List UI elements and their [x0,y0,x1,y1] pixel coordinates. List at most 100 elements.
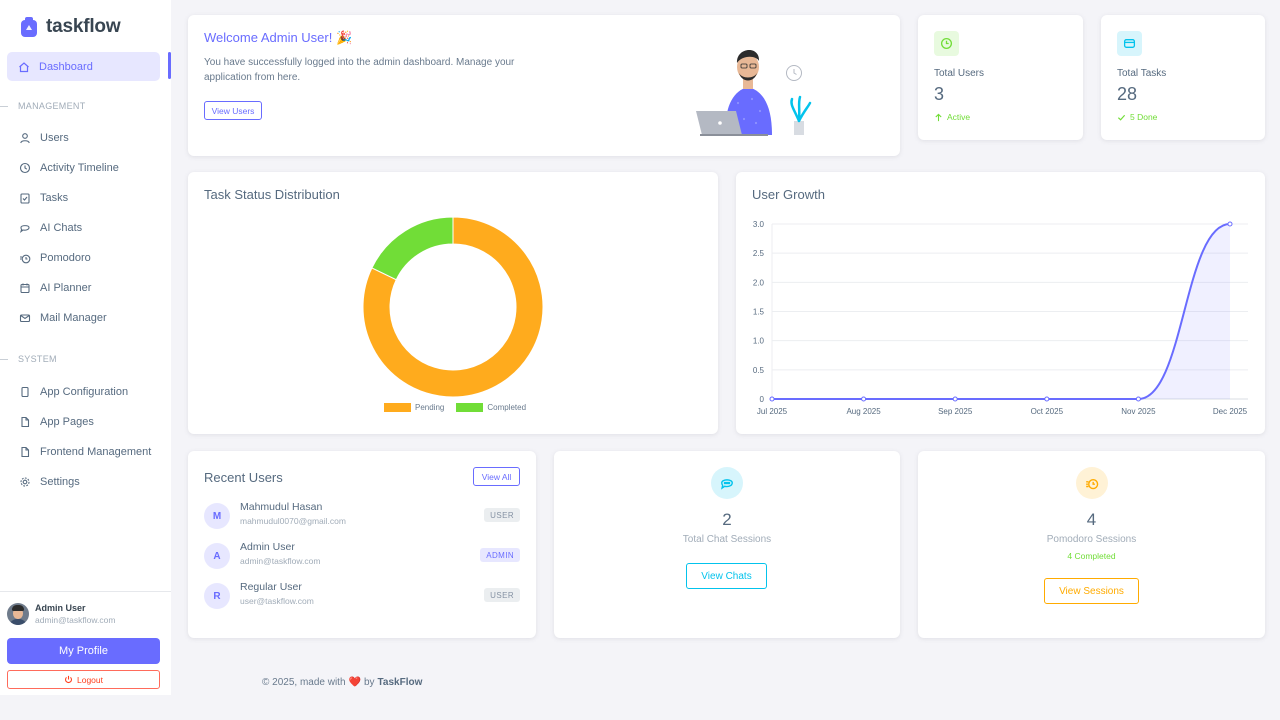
user-icon [20,133,30,144]
view-chats-button[interactable]: View Chats [686,563,767,589]
user-growth-line-chart: 0 0.5 1.0 1.5 2.0 2.5 3.0 Jul 2025 Aug 2025 Sep 2… [753,220,1248,416]
sidebar-item-settings[interactable]: Settings [19,476,80,488]
history-icon [19,162,31,174]
sidebar-item-tasks[interactable]: Tasks [19,192,68,204]
avatar [7,603,29,625]
x-tick-label: Jul 2025 [757,407,788,416]
sidebar-item-mail-manager[interactable]: Mail Manager [19,312,107,324]
clipboard-check-icon [20,193,30,204]
legend-swatch [384,403,411,412]
power-icon [65,675,72,684]
section-system: SYSTEM [0,354,57,364]
user-name: Admin User [240,541,295,553]
sidebar-item-activity-timeline[interactable]: Activity Timeline [19,162,119,174]
welcome-illustration [696,49,812,136]
user-email: admin@taskflow.com [240,556,321,566]
calendar-icon [20,283,30,294]
mobile-icon [21,386,29,398]
timer-icon [1076,467,1108,499]
legend-label: Pending [415,403,445,412]
chat-icon [19,225,30,233]
file-icon [21,446,30,458]
sidebar-item-app-pages[interactable]: App Pages [19,416,94,428]
sidebar-user-name: Admin User [35,603,86,613]
pomodoro-sessions-card: 4 Pomodoro Sessions 4 Completed View Ses… [918,451,1265,638]
section-management: MANAGEMENT [0,101,86,111]
total-users-value: 3 [934,84,945,104]
recent-users-title: Recent Users [204,470,283,485]
sidebar-item-dashboard[interactable]: Dashboard [7,52,160,81]
data-point[interactable] [1227,221,1233,227]
sidebar-item-ai-chats[interactable]: AI Chats [19,222,82,234]
view-users-button[interactable]: View Users [204,101,262,120]
legend-item-completed[interactable]: Completed [456,403,526,412]
x-tick-label: Oct 2025 [1031,407,1064,416]
role-badge: USER [484,588,520,602]
y-tick-label: 1.0 [753,337,765,346]
role-badge: ADMIN [480,548,520,562]
data-point[interactable] [952,396,958,402]
series-area [772,224,1230,399]
check-icon [1117,114,1126,121]
sidebar: taskflow Dashboard MANAGEMENT Users Acti… [0,0,171,695]
user-email: mahmudul0070@gmail.com [240,516,346,526]
x-tick-label: Nov 2025 [1121,407,1156,416]
list-item[interactable]: R Regular User user@taskflow.com USER [204,581,520,613]
sidebar-item-pomodoro[interactable]: Pomodoro [19,252,91,264]
view-sessions-button[interactable]: View Sessions [1044,578,1139,604]
x-tick-label: Aug 2025 [846,407,881,416]
legend-label: Completed [487,403,527,412]
y-tick-label: 0.5 [753,366,765,375]
list-item[interactable]: M Mahmudul Hasan mahmudul0070@gmail.com … [204,501,520,533]
file-icon [21,416,30,428]
y-tick-label: 2.5 [753,249,765,258]
sidebar-item-label: Dashboard [39,60,93,73]
brand-logo[interactable]: taskflow [20,16,121,38]
gear-icon [20,477,30,487]
donut-slice-pending[interactable] [362,216,544,398]
sidebar-item-users[interactable]: Users [19,132,69,144]
view-all-button[interactable]: View All [473,467,520,486]
donut-slice-completed[interactable] [371,216,454,281]
sidebar-divider [0,591,171,592]
sidebar-item-ai-planner[interactable]: AI Planner [19,282,91,294]
y-tick-label: 3.0 [753,220,765,229]
chat-sessions-value: 2 [722,510,732,529]
role-badge: USER [484,508,520,522]
legend-item-pending[interactable]: Pending [384,403,444,412]
chat-sessions-card: 2 Total Chat Sessions View Chats [554,451,900,638]
footer-copyright: © 2025, made with [262,677,346,688]
wallet-icon [1117,31,1142,56]
data-point[interactable] [1135,396,1141,402]
x-tick-label: Sep 2025 [938,407,973,416]
arrow-up-icon [935,113,942,121]
x-tick-label: Dec 2025 [1213,407,1248,416]
mail-icon [19,314,31,323]
sidebar-user: Admin User admin@taskflow.com [7,603,115,625]
chat-sessions-label: Total Chat Sessions [682,534,772,545]
brand-name: taskflow [46,16,121,37]
task-status-legend: Pending Completed [384,403,526,412]
welcome-text: You have successfully logged into the ad… [204,57,515,83]
footer: © 2025, made with ❤️ by TaskFlow [262,677,422,688]
total-users-card: Total Users 3 Active [918,15,1083,140]
pomodoro-completed: 4 Completed [1067,551,1116,561]
data-point[interactable] [1044,396,1050,402]
my-profile-button[interactable]: My Profile [7,638,160,664]
legend-swatch [456,403,484,412]
sidebar-item-app-configuration[interactable]: App Configuration [19,386,128,398]
data-point[interactable] [861,396,867,402]
y-tick-label: 1.5 [753,308,765,317]
total-users-label: Total Users [934,68,985,79]
user-growth-title: User Growth [752,187,825,202]
taskflow-logo-icon [21,17,37,37]
list-item[interactable]: A Admin User admin@taskflow.com ADMIN [204,541,520,573]
footer-brand-link[interactable]: TaskFlow [377,677,423,688]
clock-icon [934,31,959,56]
task-status-card: Task Status Distribution Pending Complete… [188,172,718,434]
data-point[interactable] [769,396,775,402]
logout-button[interactable]: Logout [7,670,160,689]
user-initial-avatar: M [204,503,230,529]
timer-icon [20,254,31,264]
sidebar-item-frontend-management[interactable]: Frontend Management [19,446,151,458]
